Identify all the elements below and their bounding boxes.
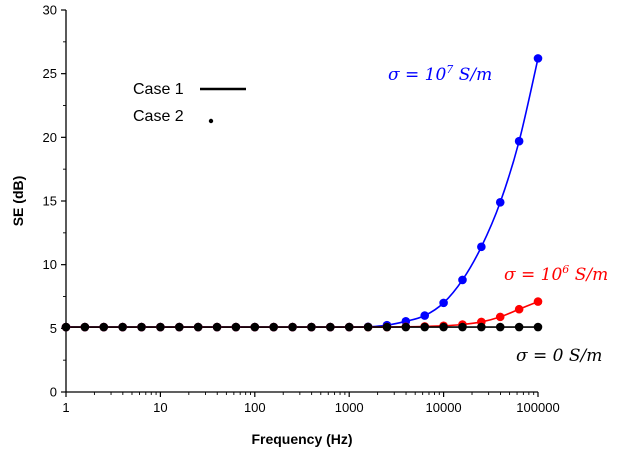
data-point-sigma0 <box>477 322 486 332</box>
series-line-sigma1e6 <box>66 300 539 328</box>
data-point-sigma1e6 <box>533 297 543 306</box>
data-point-sigma0 <box>326 322 335 332</box>
y-tick-label: 15 <box>43 194 57 209</box>
x-tick-label: 100 <box>244 400 266 415</box>
x-tick-label: 10000 <box>426 400 462 415</box>
data-point-sigma1e7 <box>495 197 505 207</box>
y-tick-label: 20 <box>43 130 57 145</box>
series-lines <box>66 58 539 328</box>
y-tick-label: 5 <box>50 321 57 336</box>
data-point-sigma0 <box>363 322 373 332</box>
x-tick-label: 1000 <box>335 400 364 415</box>
x-tick-label: 1 <box>62 400 69 415</box>
data-point-sigma0 <box>99 322 109 332</box>
series-line-sigma1e7 <box>66 58 539 328</box>
data-point-sigma0 <box>269 322 278 332</box>
data-point-sigma1e7 <box>477 242 486 252</box>
data-point-sigma0 <box>533 322 543 332</box>
legend-label-case-1: Case 1 <box>133 81 184 98</box>
data-point-sigma0 <box>156 322 165 332</box>
data-point-sigma1e7 <box>420 311 430 320</box>
legend-label-case-2: Case 2 <box>133 108 184 125</box>
y-tick-label: 30 <box>43 3 57 18</box>
data-point-sigma0 <box>439 322 448 332</box>
axes: 1 10 100 1000 10000 100000 0 5 10 15 20 25 30 Frequen… <box>10 3 560 448</box>
y-axis-title: SE (dB) <box>10 176 26 227</box>
annotation-sigma1e7: σ = 107 S/m <box>388 63 492 85</box>
data-point-sigma0 <box>174 322 184 332</box>
data-point-sigma1e7 <box>458 275 467 285</box>
data-point-sigma0 <box>307 322 316 332</box>
annotation-sigma1e6: σ = 106 S/m <box>504 263 608 285</box>
data-point-sigma1e6 <box>495 312 505 322</box>
data-point-sigma0 <box>344 322 354 332</box>
legend-dot-swatch <box>208 118 214 124</box>
data-point-sigma0 <box>193 322 203 332</box>
data-point-sigma0 <box>288 322 297 332</box>
data-point-sigma0 <box>231 322 241 332</box>
data-point-sigma0 <box>118 322 127 332</box>
data-point-sigma0 <box>382 322 392 332</box>
x-tick-label: 10 <box>153 400 167 415</box>
data-point-sigma0 <box>514 322 524 332</box>
data-point-sigma1e6 <box>514 304 524 314</box>
data-point-sigma0 <box>137 322 146 332</box>
data-point-sigma1e7 <box>533 54 543 63</box>
series-annotations: σ = 0 S/m σ = 106 S/m σ = 107 S/m <box>388 63 608 366</box>
y-tick-label: 25 <box>43 66 57 81</box>
data-point-sigma1e7 <box>514 136 524 146</box>
data-point-sigma0 <box>420 322 430 332</box>
data-point-sigma0 <box>401 322 411 332</box>
x-axis-title: Frequency (Hz) <box>251 431 352 447</box>
x-tick-label: 100000 <box>516 400 559 415</box>
data-point-sigma0 <box>458 322 467 332</box>
y-tick-label: 10 <box>43 257 57 272</box>
annotation-sigma0: σ = 0 S/m <box>516 346 602 366</box>
legend: Case 1 Case 2 <box>133 81 246 125</box>
y-tick-label: 0 <box>50 385 57 400</box>
data-point-sigma0 <box>495 322 505 332</box>
data-point-sigma1e7 <box>439 298 448 308</box>
data-point-sigma0 <box>250 322 260 332</box>
series-points <box>61 54 543 332</box>
data-point-sigma0 <box>212 322 222 332</box>
data-point-sigma0 <box>80 322 90 332</box>
